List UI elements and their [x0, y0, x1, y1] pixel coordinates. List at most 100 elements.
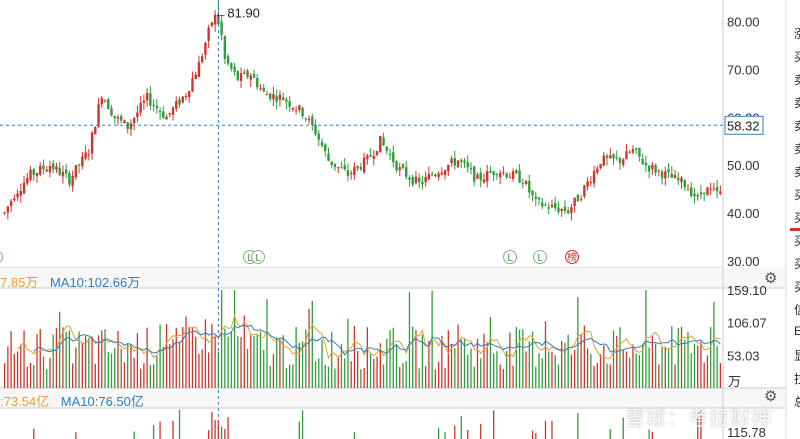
- candle-body: [401, 164, 405, 169]
- candle-body: [473, 166, 476, 182]
- candle-body: [200, 56, 204, 62]
- candle-body: [13, 198, 16, 201]
- sidebar-label: 卖: [794, 94, 800, 111]
- gear-icon[interactable]: ⚙: [764, 388, 778, 405]
- candle-body: [521, 183, 525, 185]
- candle-body: [398, 167, 401, 171]
- candle-body: [699, 192, 703, 195]
- candle-body: [139, 102, 142, 113]
- candle-body: [236, 70, 240, 81]
- candle-body: [690, 187, 693, 197]
- candle-body: [220, 21, 223, 35]
- candle-body: [142, 100, 146, 103]
- candle-body: [541, 202, 544, 207]
- sidebar-label: 买: [794, 48, 800, 65]
- candle-body: [320, 141, 324, 147]
- candle-body: [68, 172, 71, 185]
- sidebar-label: 买: [794, 255, 800, 272]
- candle-body: [528, 180, 531, 193]
- amount-ma5-label: :73.54亿: [0, 394, 50, 409]
- candle-body: [194, 74, 197, 79]
- sidebar-label: 显: [794, 347, 800, 364]
- candle-body: [252, 73, 256, 78]
- candle-body: [573, 197, 576, 206]
- candle-body: [333, 163, 337, 168]
- candle-body: [39, 165, 42, 175]
- candle-body: [544, 204, 547, 206]
- candle-body: [592, 171, 596, 184]
- candle-body: [427, 174, 431, 180]
- candle-body: [696, 194, 699, 197]
- candle-body: [680, 177, 683, 183]
- price-tick-label: 40.00: [727, 206, 760, 221]
- candle-body: [537, 197, 541, 200]
- candle-body: [485, 171, 489, 182]
- candle-body: [249, 75, 252, 80]
- volume-bars: [3, 290, 722, 388]
- candle-body: [256, 77, 259, 88]
- candle-body: [596, 168, 599, 173]
- volume-tick-label: 106.07: [727, 316, 767, 331]
- event-marker: [533, 250, 547, 264]
- candle-body: [268, 93, 272, 100]
- crosshair-price-label: 58.32: [727, 118, 760, 133]
- candle-body: [599, 164, 602, 168]
- gear-icon[interactable]: ⚙: [764, 270, 778, 287]
- candle-body: [508, 177, 512, 179]
- candle-body: [547, 207, 550, 209]
- sidebar-label: E: [794, 324, 800, 338]
- candle-body: [583, 185, 586, 197]
- sidebar-label: 卖: [794, 71, 800, 88]
- event-marker-label: L: [247, 253, 253, 264]
- candle-body: [634, 148, 638, 150]
- candle-body: [492, 171, 495, 176]
- candle-body: [22, 182, 26, 194]
- candle-body: [120, 115, 123, 121]
- candle-body: [346, 170, 350, 176]
- candle-body: [356, 166, 359, 168]
- candle-body: [476, 174, 479, 179]
- candle-body: [673, 174, 677, 179]
- candle-body: [524, 181, 528, 184]
- volume-ma10-label: MA10:102.66万: [49, 275, 141, 290]
- candle-body: [97, 104, 100, 127]
- candle-body: [262, 87, 265, 92]
- candle-body: [343, 165, 346, 170]
- candlesticks: [3, 1, 722, 221]
- candle-body: [162, 111, 165, 118]
- candle-body: [239, 73, 243, 81]
- candle-body: [405, 167, 408, 177]
- candle-body: [294, 110, 298, 112]
- candle-body: [686, 189, 690, 191]
- candle-body: [625, 151, 628, 160]
- candle-body: [702, 192, 706, 194]
- volume-ma5-label: 7.85万: [0, 275, 39, 290]
- candle-body: [638, 147, 641, 157]
- candle-body: [560, 208, 563, 211]
- candle-body: [612, 154, 615, 159]
- candle-body: [6, 206, 10, 213]
- candle-body: [246, 70, 249, 78]
- amount-ma10-label: MA10:76.50亿: [60, 394, 144, 409]
- candle-body: [171, 107, 175, 115]
- candle-body: [265, 94, 269, 96]
- candle-body: [670, 173, 673, 178]
- candle-body: [375, 151, 379, 155]
- sidebar-label: 买: [794, 232, 800, 249]
- event-marker: [565, 250, 579, 264]
- sidebar-label: 卖: [794, 140, 800, 157]
- candle-body: [226, 56, 230, 64]
- candle-body: [35, 173, 39, 176]
- candle-body: [502, 172, 505, 174]
- candle-body: [178, 99, 181, 105]
- candle-body: [285, 99, 288, 102]
- candle-body: [16, 193, 19, 198]
- amount-legend-bar: [0, 388, 786, 408]
- crosshair-price-box: [724, 115, 764, 135]
- candle-body: [437, 173, 440, 177]
- volume-unit-label: 万: [728, 375, 741, 390]
- candle-body: [61, 171, 65, 177]
- candle-body: [693, 193, 696, 197]
- candle-body: [450, 158, 453, 164]
